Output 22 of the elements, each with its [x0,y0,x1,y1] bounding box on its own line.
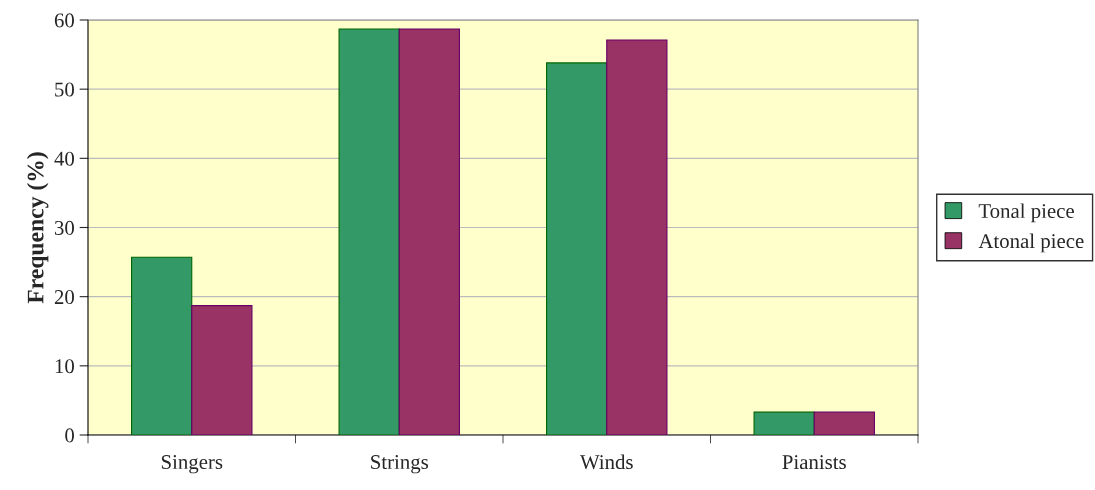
y-tick-label: 60 [54,13,75,28]
bar [546,62,608,435]
bar [753,411,815,435]
y-tick-label: 0 [65,428,75,443]
y-tick-label: 10 [55,359,75,374]
legend-label: Tonal piece [978,203,1074,223]
x-tick-label: Strings [371,455,429,474]
bar [606,39,668,435]
y-tick-label: 20 [54,290,75,305]
bar [398,28,460,435]
y-tick-label: 50 [55,82,75,97]
bar [191,305,253,435]
y-tick-label: 30 [54,220,75,235]
legend-label: Atonal piece [978,233,1084,253]
bar [813,411,875,435]
bar [338,28,400,435]
y-tick-label: 40 [54,151,75,166]
x-tick-label: Pianists [782,455,846,470]
x-tick-label: Winds [579,454,633,470]
bar [131,256,193,435]
y-axis-title: Frequency (%) [26,152,49,304]
x-tick-label: Singers [161,455,223,474]
